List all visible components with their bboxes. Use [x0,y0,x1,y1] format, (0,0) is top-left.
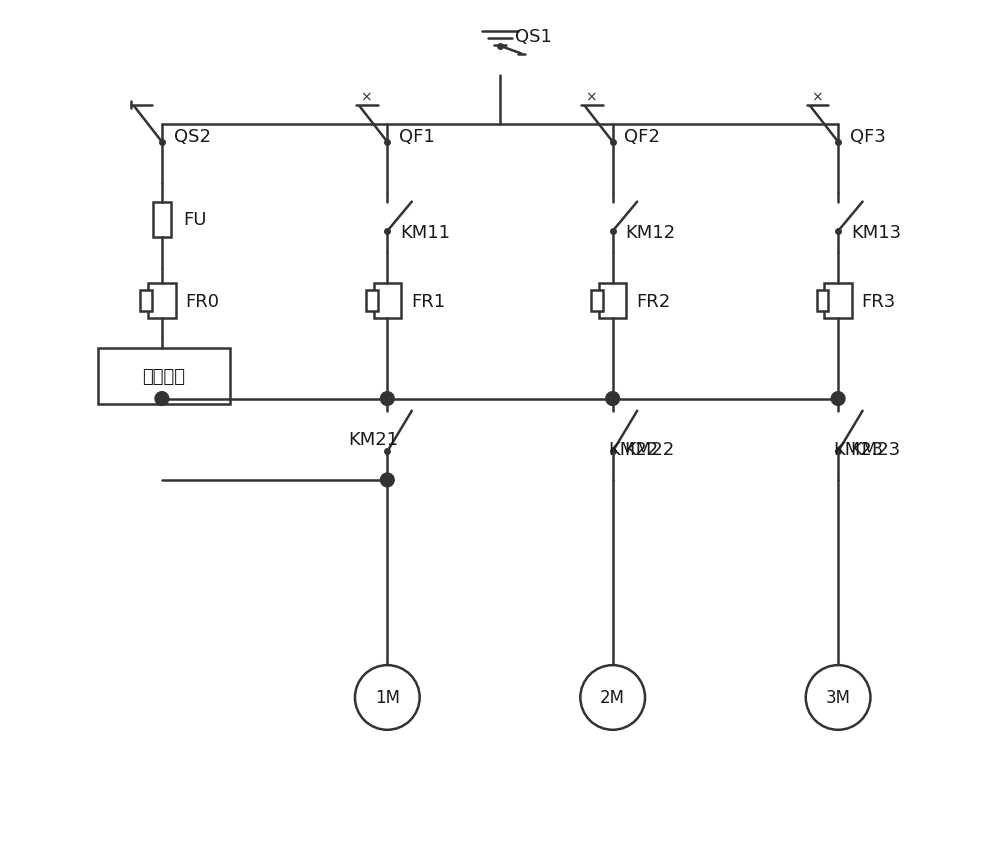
Bar [817,290,828,312]
Text: 3M: 3M [826,688,851,706]
Text: KM21: KM21 [348,431,398,449]
Text: FR2: FR2 [636,293,670,310]
Text: 软启动器: 软启动器 [142,368,185,386]
Text: KM22: KM22 [624,440,675,459]
Text: QF3: QF3 [850,128,886,146]
Text: KM22: KM22 [608,440,658,459]
Circle shape [580,665,645,730]
Text: QS2: QS2 [174,128,211,146]
Text: QS1: QS1 [515,28,552,46]
Circle shape [355,665,420,730]
Text: FU: FU [183,211,207,229]
Circle shape [831,392,845,406]
Circle shape [155,392,169,406]
Text: FR1: FR1 [411,293,445,310]
Bar [824,283,852,319]
Text: ×: × [360,90,372,105]
Circle shape [380,473,394,487]
Bar [153,202,171,238]
Bar [374,283,401,319]
Bar [366,290,378,312]
Text: KM12: KM12 [625,223,676,241]
Text: QF2: QF2 [624,128,660,146]
Text: 1M: 1M [375,688,400,706]
Text: FR0: FR0 [185,293,219,310]
Text: KM23: KM23 [850,440,900,459]
Bar [591,290,603,312]
Text: KM13: KM13 [851,223,901,241]
Circle shape [606,392,620,406]
Bar [148,283,176,319]
Text: KM11: KM11 [400,223,450,241]
Text: 2M: 2M [600,688,625,706]
Text: KM23: KM23 [833,440,883,459]
Text: ×: × [811,90,822,105]
Text: QF1: QF1 [399,128,435,146]
Bar [599,283,626,319]
Text: ×: × [585,90,597,105]
Text: FR3: FR3 [862,293,896,310]
Circle shape [380,392,394,406]
Bar [140,290,152,312]
Circle shape [806,665,870,730]
Bar [98,348,230,405]
